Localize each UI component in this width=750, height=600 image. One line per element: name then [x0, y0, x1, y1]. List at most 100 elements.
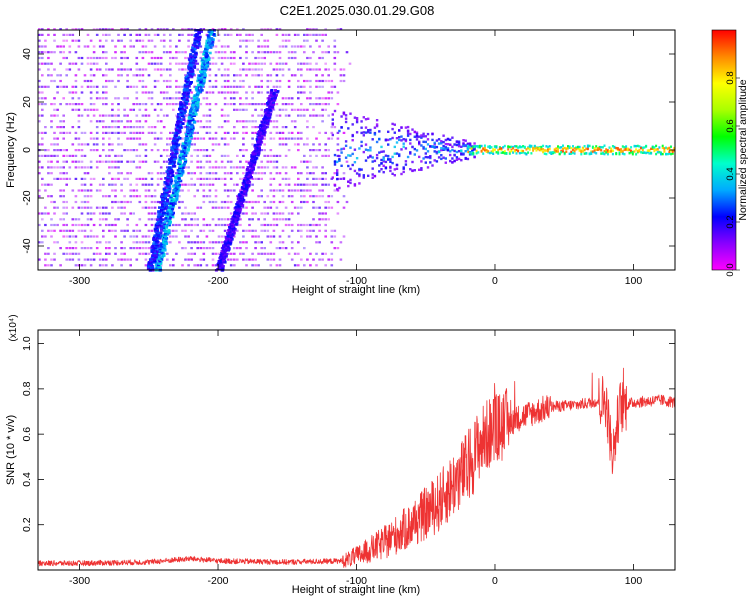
spectrogram-cell	[306, 183, 309, 186]
spectrogram-cell	[102, 206, 105, 209]
spectrogram-cell	[520, 151, 523, 154]
spectrogram-cell	[315, 166, 318, 169]
spectrogram-cell	[187, 121, 191, 124]
spectrogram-cell	[460, 153, 463, 156]
spectrogram-cell	[290, 120, 294, 123]
spectrogram-cell	[65, 206, 68, 209]
spectrogram-cell	[236, 258, 239, 261]
spectrogram-cell	[274, 89, 277, 92]
spectrogram-cell	[200, 63, 204, 67]
spectrogram-cell	[449, 138, 452, 141]
spectrogram-cell	[132, 160, 135, 163]
spectrogram-cell	[205, 97, 209, 100]
spectrogram-cell	[636, 144, 639, 148]
spectrogram-cell	[186, 131, 190, 135]
spectrogram-cell	[468, 146, 471, 149]
spectrogram-cell	[565, 150, 568, 153]
spectrogram-cell	[172, 131, 175, 134]
spectrogram-cell	[192, 59, 196, 63]
spectrogram-cell	[188, 113, 192, 116]
spectrogram-cell	[68, 62, 72, 65]
spectrogram-cell	[324, 252, 327, 255]
spectrogram-cell	[197, 91, 201, 95]
spectrogram-cell	[183, 146, 187, 149]
spectrogram-cell	[278, 189, 282, 192]
spectrogram-cell	[108, 126, 111, 129]
spectrogram-cell	[312, 149, 315, 152]
spectrogram-cell	[284, 218, 288, 221]
spectrogram-cell	[193, 143, 196, 146]
spectrogram-cell	[306, 97, 309, 100]
spectrogram-cell	[272, 218, 276, 221]
spectrogram-cell	[258, 147, 261, 150]
spectrogram-cell	[162, 51, 166, 54]
spectrogram-cell	[468, 153, 472, 156]
spectrogram-cell	[621, 145, 624, 148]
spectrogram-cell	[178, 97, 181, 100]
spectrogram-cell	[482, 147, 485, 150]
spectrogram-cell	[223, 114, 227, 117]
spectrogram-cell	[120, 212, 123, 215]
spectrogram-cell	[50, 114, 53, 117]
spectrogram-cell	[178, 126, 182, 129]
spectrogram-cell	[269, 252, 273, 255]
spectrogram-cell	[199, 45, 203, 48]
spectrogram-cell	[208, 137, 212, 140]
spectrogram-cell	[275, 74, 279, 77]
spectrogram-cell	[312, 103, 315, 106]
spectrogram-cell	[150, 212, 154, 215]
spectrogram-cell	[166, 97, 169, 100]
spectrogram-cell	[347, 184, 350, 188]
spectrogram-cell	[71, 229, 75, 232]
spectrogram-cell	[178, 195, 181, 198]
spectrogram-cell	[102, 85, 105, 88]
spectrogram-cell	[353, 148, 357, 151]
spectrogram-cell	[182, 143, 186, 147]
spectrogram-cell	[117, 258, 120, 261]
spectrogram-cell	[492, 150, 495, 153]
spectrogram-cell	[223, 85, 227, 88]
spectrogram-cell	[257, 62, 260, 65]
spectrogram-cell	[226, 232, 229, 235]
spectrogram-cell	[179, 121, 183, 124]
spectrogram-cell	[171, 155, 174, 159]
spectrogram-cell	[108, 28, 111, 31]
colorbar-label: Normalized spectral amplitude	[737, 79, 749, 220]
spectrogram-cell	[572, 151, 574, 154]
spectrogram-cell	[623, 146, 626, 149]
spectrogram-cell	[86, 200, 90, 204]
spectrogram-cell	[223, 218, 227, 221]
spectrogram-cell	[83, 172, 87, 175]
spectrogram-cell	[339, 28, 343, 31]
spectrogram-cell	[586, 147, 589, 151]
spectrogram-cell	[331, 176, 334, 179]
spectrogram-cell	[303, 108, 306, 111]
spectrogram-cell	[153, 160, 157, 163]
spectrogram-cell	[102, 229, 105, 232]
spectrogram-cell	[167, 206, 171, 209]
spectrogram-cell	[260, 195, 263, 198]
spectrogram-cell	[300, 74, 303, 77]
spectrogram-cell	[303, 143, 306, 146]
spectrogram-cell	[105, 223, 108, 227]
spectrogram-cell	[273, 99, 277, 102]
spectrogram-cell	[47, 166, 50, 169]
spectrogram-cell	[287, 68, 291, 71]
spectrogram-cell	[117, 166, 120, 169]
spectrogram-cell	[123, 51, 126, 54]
spectrogram-cell	[114, 45, 117, 48]
spectrogram-cell	[190, 137, 193, 140]
spectrogram-cell	[200, 75, 204, 79]
spectrogram-cell	[160, 251, 164, 255]
spectrogram-cell	[180, 114, 184, 117]
spectrogram-cell	[572, 148, 574, 151]
spectrogram-cell	[56, 149, 59, 152]
spectrogram-cell	[214, 252, 218, 255]
spectrogram-cell	[190, 143, 193, 146]
spectrogram-cell	[378, 170, 381, 173]
spectrogram-cell	[89, 97, 93, 100]
spectrogram-cell	[188, 111, 192, 115]
spectrogram-cell	[53, 154, 56, 157]
spectrogram-cell	[153, 206, 157, 209]
spectrogram-cell	[184, 137, 188, 140]
